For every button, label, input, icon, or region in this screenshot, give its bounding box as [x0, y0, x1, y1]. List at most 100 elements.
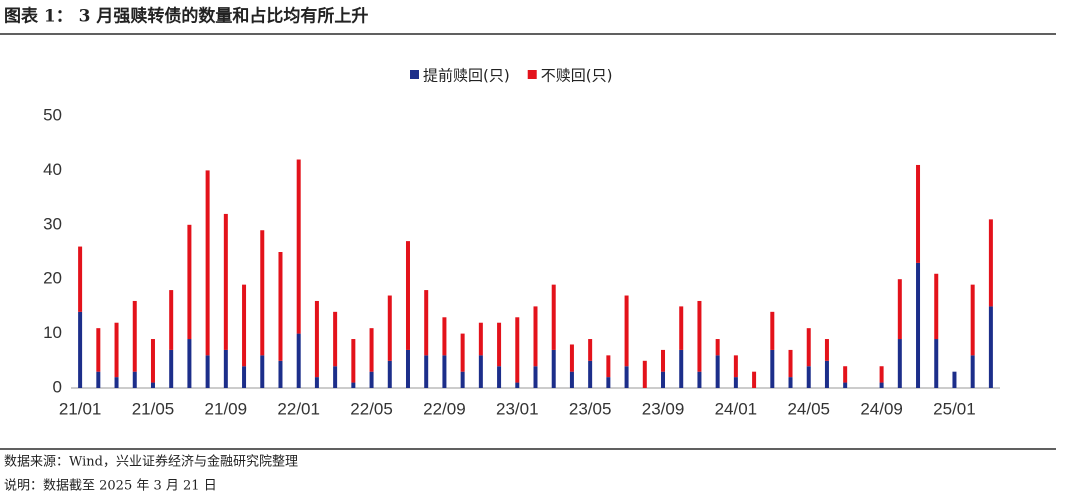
bar-segment — [260, 230, 265, 356]
chart-title: 图表 1： 3 月强赎转债的数量和占比均有所上升 — [4, 6, 368, 27]
bar-segment — [351, 382, 356, 388]
bar-segment — [369, 371, 374, 388]
bar-segment — [78, 311, 83, 388]
bar-segment — [442, 355, 447, 388]
bar-segment — [770, 349, 775, 388]
bar-segment — [132, 371, 137, 388]
bar-segment — [897, 339, 902, 388]
bar-segment — [460, 371, 465, 388]
bar-segment — [733, 377, 738, 388]
bar-segment — [405, 241, 410, 350]
x-tick-label: 22/09 — [423, 399, 466, 418]
bar-segment — [733, 355, 738, 378]
x-tick-label: 24/09 — [860, 399, 903, 418]
bar-segment — [497, 366, 502, 388]
legend-label: 不赎回(只) — [541, 67, 613, 85]
bar-segment — [551, 349, 556, 388]
bar-segment — [679, 306, 684, 350]
bar-segment — [970, 355, 975, 388]
bar-segment — [879, 366, 884, 383]
bar-segment — [788, 377, 793, 388]
bar-segment — [150, 339, 155, 383]
bar-segment — [405, 349, 410, 388]
bar-segment — [333, 366, 338, 388]
bar-segment — [843, 366, 848, 383]
bar-segment — [897, 279, 902, 340]
source-note: 数据来源：Wind，兴业证券经济与金融研究院整理 — [4, 454, 298, 470]
bar-segment — [442, 317, 447, 356]
bar-segment — [114, 377, 119, 388]
x-tick-label: 24/05 — [787, 399, 830, 418]
bar-segment — [242, 284, 247, 367]
bar-segment — [715, 339, 720, 356]
bar-segment — [642, 360, 647, 388]
bar-segment — [551, 284, 556, 350]
x-tick-label: 25/01 — [933, 399, 976, 418]
bar-segment — [369, 328, 374, 372]
bar-segment — [916, 164, 921, 263]
bar-segment — [697, 371, 702, 388]
bar-segment — [351, 339, 356, 383]
bar-segment — [879, 382, 884, 388]
bar-segment — [169, 290, 174, 350]
bar-segment — [806, 366, 811, 388]
bar-segment — [770, 311, 775, 350]
bar-segment — [296, 159, 301, 334]
date-note: 说明：数据截至 2025 年 3 月 21 日 — [4, 479, 217, 494]
bar-segment — [824, 360, 829, 388]
bar-segment — [934, 339, 939, 388]
bar-segment — [387, 360, 392, 388]
bar-segment — [424, 355, 429, 388]
bar-segment — [788, 349, 793, 378]
bar-segment — [569, 371, 574, 388]
bar-segment — [533, 366, 538, 388]
bar-segment — [132, 300, 137, 372]
bar-segment — [223, 349, 228, 388]
bar-segment — [624, 366, 629, 388]
bar-segment — [150, 382, 155, 388]
bar-segment — [242, 366, 247, 388]
bar-segment — [223, 213, 228, 350]
bar-segment — [697, 300, 702, 372]
x-tick-label: 21/05 — [132, 399, 175, 418]
x-tick-label: 23/09 — [642, 399, 685, 418]
x-tick-label: 22/01 — [277, 399, 320, 418]
bar-segment — [314, 377, 319, 388]
bar-segment — [569, 344, 574, 372]
y-tick-label: 0 — [53, 377, 62, 396]
bar-segment — [460, 333, 465, 372]
x-tick-label: 23/05 — [569, 399, 612, 418]
x-tick-label: 21/09 — [205, 399, 248, 418]
bar-segment — [96, 371, 101, 388]
bar-segment — [333, 311, 338, 367]
bar-segment — [515, 317, 520, 383]
bar-segment — [114, 322, 119, 378]
legend-label: 提前赎回(只) — [423, 67, 510, 85]
legend-swatch — [410, 70, 419, 79]
bar-segment — [588, 339, 593, 361]
bar-segment — [278, 360, 283, 388]
bar-segment — [205, 170, 210, 356]
bar-segment — [934, 273, 939, 340]
bar-segment — [96, 328, 101, 372]
bar-segment — [606, 355, 611, 378]
bar-segment — [988, 306, 993, 388]
bar-segment — [533, 306, 538, 367]
bar-segment — [916, 262, 921, 388]
bar-segment — [205, 355, 210, 388]
bar-segment — [715, 355, 720, 388]
bar-segment — [478, 355, 483, 388]
x-tick-label: 23/01 — [496, 399, 539, 418]
bar-segment — [661, 349, 666, 372]
bar-segment — [588, 360, 593, 388]
bar-segment — [387, 295, 392, 361]
legend-swatch — [527, 70, 537, 79]
y-tick-label: 30 — [43, 214, 62, 233]
y-tick-label: 40 — [43, 160, 62, 179]
bar-segment — [78, 246, 83, 312]
x-tick-label: 22/05 — [350, 399, 393, 418]
bar-segment — [970, 284, 975, 356]
bar-segment — [661, 371, 666, 388]
bar-segment — [314, 300, 319, 378]
